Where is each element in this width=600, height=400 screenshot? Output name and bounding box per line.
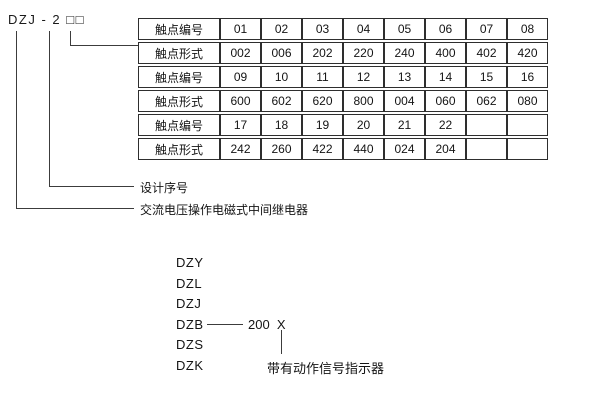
value-cell: 620 [302, 90, 343, 112]
connector-boxes-vertical [70, 31, 71, 45]
value-cell: 402 [466, 42, 507, 64]
connector-indicator-vertical [281, 330, 282, 354]
model-name: DZS [176, 337, 204, 353]
row-header-cell: 触点形式 [138, 42, 220, 64]
value-cell: 02 [261, 18, 302, 40]
connector-serial-horizontal [49, 186, 134, 187]
row-header-cell: 触点编号 [138, 114, 220, 136]
value-cell: 06 [425, 18, 466, 40]
value-cell: 11 [302, 66, 343, 88]
value-cell: 05 [384, 18, 425, 40]
value-cell: 060 [425, 90, 466, 112]
value-cell: 12 [343, 66, 384, 88]
value-cell: 19 [302, 114, 343, 136]
table-row: 触点编号 17 18 19 20 21 22 [138, 114, 548, 136]
contact-code-table: 触点编号 01 02 03 04 05 06 07 08 触点形式 002 006 202 220 240 4… [138, 16, 548, 162]
value-cell: 18 [261, 114, 302, 136]
table-row: 触点编号 01 02 03 04 05 06 07 08 [138, 18, 548, 40]
model-name: DZL [176, 275, 203, 291]
table-row: 触点形式 600 602 620 800 004 060 062 080 [138, 90, 548, 112]
value-cell: 21 [384, 114, 425, 136]
value-cell: 08 [507, 18, 548, 40]
value-cell: 600 [220, 90, 261, 112]
value-cell: 204 [425, 138, 466, 160]
value-cell: 09 [220, 66, 261, 88]
model-name: DZY [176, 255, 204, 270]
value-cell: 400 [425, 42, 466, 64]
value-cell: 16 [507, 66, 548, 88]
table-row: 触点形式 242 260 422 440 024 204 [138, 138, 548, 160]
row-header-cell: 触点形式 [138, 138, 220, 160]
value-cell: 002 [220, 42, 261, 64]
value-cell: 22 [425, 114, 466, 136]
value-cell: 202 [302, 42, 343, 64]
value-cell: 15 [466, 66, 507, 88]
value-cell: 800 [343, 90, 384, 112]
dzb-value: 200 X [248, 316, 286, 332]
value-cell: 14 [425, 66, 466, 88]
value-cell: 440 [343, 138, 384, 160]
indicator-note: 带有动作信号指示器 [267, 361, 385, 376]
value-cell: 10 [261, 66, 302, 88]
value-cell: 004 [384, 90, 425, 112]
value-cell: 062 [466, 90, 507, 112]
value-cell: 220 [343, 42, 384, 64]
value-cell: 20 [343, 114, 384, 136]
connector-relay-horizontal [16, 208, 134, 209]
model-name: DZK [176, 358, 204, 373]
value-cell: 260 [261, 138, 302, 160]
value-cell: 01 [220, 18, 261, 40]
value-cell: 13 [384, 66, 425, 88]
model-name: DZB [176, 316, 204, 332]
table-row: 触点形式 002 006 202 220 240 400 402 420 [138, 42, 548, 64]
value-cell: 242 [220, 138, 261, 160]
value-cell: 420 [507, 42, 548, 64]
value-cell [507, 114, 548, 136]
value-cell: 17 [220, 114, 261, 136]
dzb-connector-line [207, 323, 243, 325]
value-cell: 07 [466, 18, 507, 40]
model-code: DZJ - 2 □□ [8, 12, 85, 27]
row-header-cell: 触点编号 [138, 66, 220, 88]
callout-relay-type: 交流电压操作电磁式中间继电器 [140, 203, 309, 217]
connector-relay-vertical [16, 31, 17, 208]
value-cell: 602 [261, 90, 302, 112]
value-cell: 04 [343, 18, 384, 40]
table-row: 触点编号 09 10 11 12 13 14 15 16 [138, 66, 548, 88]
value-cell: 006 [261, 42, 302, 64]
value-cell [466, 138, 507, 160]
row-header-cell: 触点形式 [138, 90, 220, 112]
callout-design-serial: 设计序号 [140, 181, 189, 195]
value-cell: 240 [384, 42, 425, 64]
connector-boxes-horizontal [70, 45, 138, 46]
value-cell [466, 114, 507, 136]
value-cell [507, 138, 548, 160]
value-cell: 080 [507, 90, 548, 112]
value-cell: 03 [302, 18, 343, 40]
model-name: DZJ [176, 296, 202, 312]
value-cell: 422 [302, 138, 343, 160]
value-cell: 024 [384, 138, 425, 160]
connector-serial-vertical [49, 31, 50, 186]
row-header-cell: 触点编号 [138, 18, 220, 40]
